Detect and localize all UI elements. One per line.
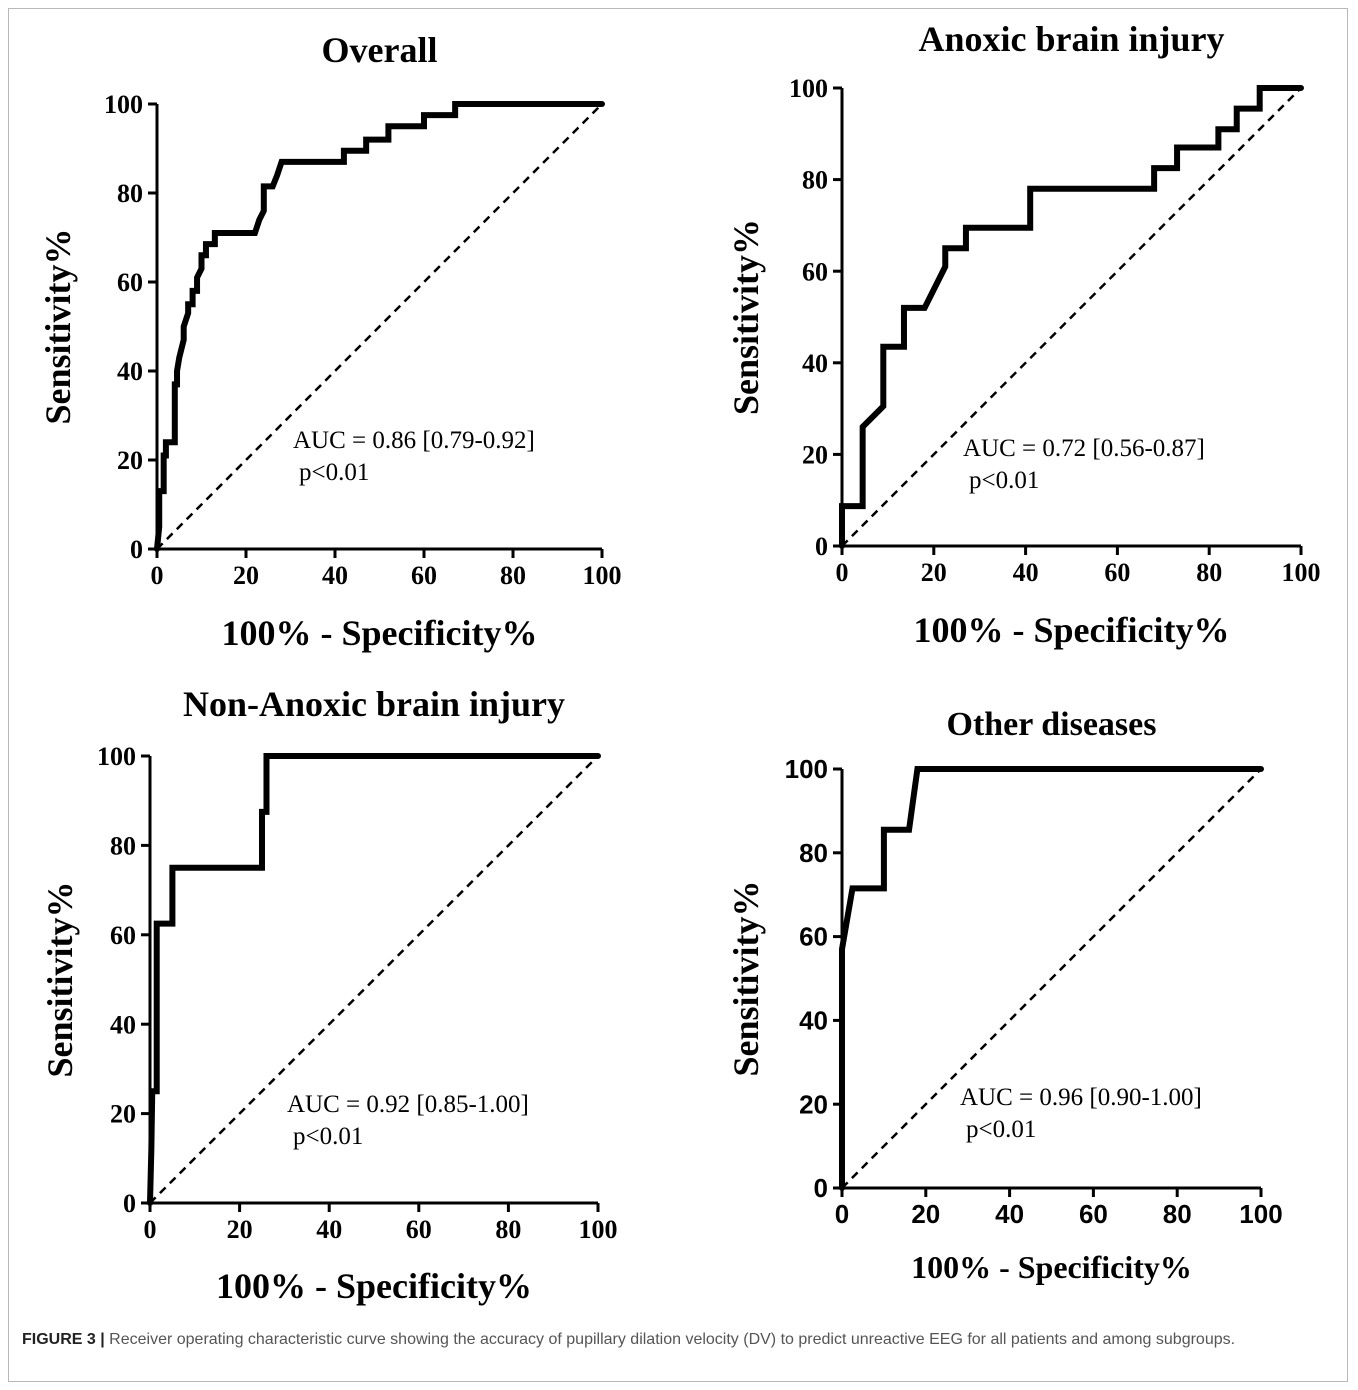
p-value-annotation: p<0.01: [299, 459, 369, 486]
x-tick-label: 100: [579, 1215, 618, 1244]
y-tick-label: 20: [802, 441, 828, 470]
roc-curve: [154, 101, 605, 552]
x-tick-label: 20: [227, 1215, 253, 1244]
y-tick-label: 60: [799, 922, 828, 952]
y-tick-label: 80: [802, 166, 828, 195]
x-tick-label: 20: [911, 1199, 940, 1229]
y-tick-label: 60: [117, 268, 143, 297]
y-tick-label: 20: [110, 1100, 136, 1129]
chart-title: Non-Anoxic brain injury: [183, 684, 565, 724]
reference-diagonal-line: [841, 768, 1262, 1189]
x-tick-label: 0: [151, 561, 164, 590]
y-tick-label: 20: [799, 1089, 828, 1119]
x-tick-label: 40: [1013, 558, 1039, 587]
x-tick-label: 100: [583, 561, 622, 590]
p-value-annotation: p<0.01: [966, 1116, 1036, 1143]
x-tick-label: 0: [836, 558, 849, 587]
x-tick-label: 100: [1239, 1199, 1282, 1229]
y-tick-label: 100: [104, 90, 143, 119]
y-tick-label: 40: [117, 357, 143, 386]
x-tick-label: 100: [1282, 558, 1321, 587]
reference-diagonal-line: [149, 755, 599, 1204]
y-tick-label: 60: [802, 257, 828, 286]
roc-curve: [147, 753, 601, 1206]
y-tick-label: 80: [110, 832, 136, 861]
y-tick-label: 0: [123, 1189, 136, 1218]
y-tick-label: 40: [110, 1010, 136, 1039]
p-value-annotation: p<0.01: [969, 467, 1039, 494]
y-axis-label: Sensitivity%: [726, 219, 766, 415]
roc-curve: [839, 85, 1304, 549]
x-tick-label: 60: [406, 1215, 432, 1244]
x-tick-label: 20: [233, 561, 259, 590]
y-tick-label: 100: [97, 742, 136, 771]
y-axis-label: Sensitivity%: [40, 881, 80, 1077]
y-tick-label: 100: [785, 754, 828, 784]
x-tick-label: 0: [144, 1215, 157, 1244]
y-tick-label: 0: [815, 532, 828, 561]
y-tick-label: 60: [110, 921, 136, 950]
y-tick-label: 40: [799, 1006, 828, 1036]
x-tick-label: 0: [835, 1199, 849, 1229]
y-tick-label: 0: [814, 1173, 828, 1203]
reference-diagonal-line: [841, 87, 1302, 547]
auc-annotation: AUC = 0.96 [0.90-1.00]: [960, 1084, 1202, 1111]
y-tick-label: 100: [789, 74, 828, 103]
x-tick-label: 60: [1079, 1199, 1108, 1229]
x-tick-label: 60: [411, 561, 437, 590]
x-tick-label: 20: [921, 558, 947, 587]
y-tick-label: 20: [117, 446, 143, 475]
auc-annotation: AUC = 0.92 [0.85-1.00]: [287, 1091, 529, 1118]
y-tick-label: 0: [130, 535, 143, 564]
x-tick-label: 80: [1196, 558, 1222, 587]
x-axis-label: 100% - Specificity%: [914, 610, 1230, 650]
auc-annotation: AUC = 0.86 [0.79-0.92]: [293, 427, 535, 454]
y-tick-label: 80: [799, 838, 828, 868]
y-tick-label: 80: [117, 179, 143, 208]
p-value-annotation: p<0.01: [293, 1123, 363, 1150]
chart-title: Overall: [322, 30, 438, 70]
figure-label: FIGURE 3 |: [22, 1331, 105, 1348]
x-tick-label: 60: [1104, 558, 1130, 587]
x-tick-label: 40: [995, 1199, 1024, 1229]
x-tick-label: 80: [500, 561, 526, 590]
y-axis-label: Sensitivity%: [38, 228, 78, 424]
x-tick-label: 40: [316, 1215, 342, 1244]
figure-caption-text: Receiver operating characteristic curve …: [104, 1331, 1236, 1348]
x-axis-label: 100% - Specificity%: [222, 613, 538, 653]
reference-diagonal-line: [156, 103, 603, 550]
x-tick-label: 80: [495, 1215, 521, 1244]
y-tick-label: 40: [802, 349, 828, 378]
auc-annotation: AUC = 0.72 [0.56-0.87]: [963, 435, 1205, 462]
figure-caption: FIGURE 3 | Receiver operating characteri…: [22, 1329, 1332, 1351]
x-axis-label: 100% - Specificity%: [911, 1249, 1192, 1285]
roc-curve: [839, 766, 1264, 1191]
x-axis-label: 100% - Specificity%: [216, 1266, 532, 1306]
chart-title: Other diseases: [947, 706, 1157, 743]
x-tick-label: 80: [1163, 1199, 1192, 1229]
x-tick-label: 40: [322, 561, 348, 590]
y-axis-label: Sensitivity%: [726, 880, 766, 1076]
chart-title: Anoxic brain injury: [918, 19, 1224, 59]
figure-frame: [8, 8, 1348, 1382]
